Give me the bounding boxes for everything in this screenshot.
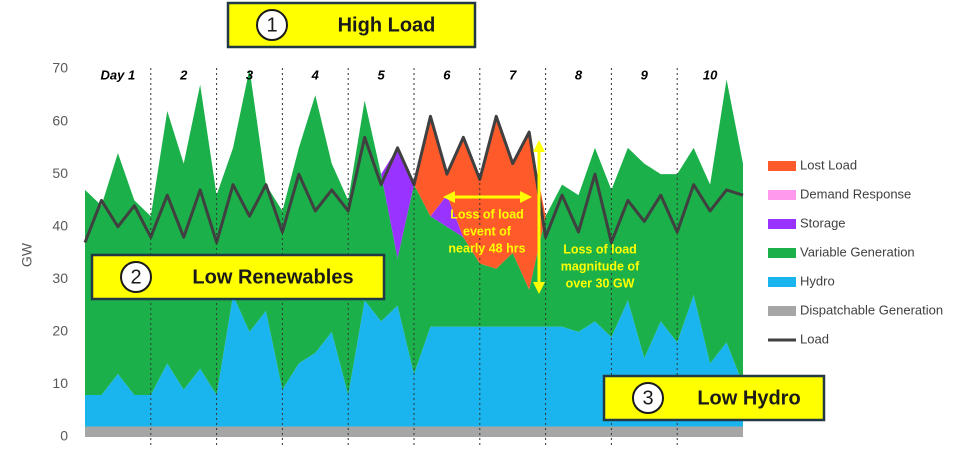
annotation: Loss of load	[563, 242, 637, 256]
legend-label: Load	[800, 331, 829, 346]
day-label: 5	[377, 67, 385, 82]
legend-swatch	[768, 248, 796, 258]
legend-label: Lost Load	[800, 157, 857, 172]
legend-swatch	[768, 277, 796, 287]
y-tick-label: 60	[52, 112, 68, 128]
annotation: Loss of load	[450, 207, 524, 221]
y-tick-label: 40	[52, 217, 68, 233]
day-label: 9	[641, 67, 649, 82]
legend-swatch	[768, 306, 796, 316]
y-tick-label: 30	[52, 270, 68, 286]
day-label: 10	[703, 67, 718, 82]
legend-swatch	[768, 190, 796, 200]
day-label: 6	[443, 67, 451, 82]
y-tick-label: 0	[60, 428, 68, 444]
legend-swatch	[768, 161, 796, 171]
callout-number: 3	[642, 387, 653, 409]
callout-circle	[120, 261, 152, 293]
callout-circle	[632, 382, 664, 414]
plot-area	[83, 69, 744, 437]
legend-label: Hydro	[800, 273, 835, 288]
day-label: 8	[575, 67, 583, 82]
callout-number: 2	[130, 266, 141, 288]
overlay: Day 1 2 3 4 5 6 7 8 9 10 Loss of load event of nearl…	[90, 1, 826, 445]
day-label: 7	[509, 67, 517, 82]
area	[85, 295, 743, 427]
area	[85, 426, 743, 437]
legend-label: Storage	[800, 215, 846, 230]
callout-circle	[256, 9, 288, 41]
callout-label: High Load	[338, 14, 436, 36]
callout-label: Low Renewables	[192, 266, 353, 288]
y-axis-label: GW	[19, 242, 35, 267]
day-label: Day 1	[101, 67, 136, 82]
annotation: event of	[463, 224, 512, 238]
annotation: nearly 48 hrs	[448, 241, 525, 255]
y-tick-label: 50	[52, 165, 68, 181]
y-tick-label: 10	[52, 375, 68, 391]
day-label: 4	[311, 67, 320, 82]
y-tick-label: 70	[52, 60, 68, 76]
legend-label: Demand Response	[800, 186, 911, 201]
day-label: 2	[179, 67, 188, 82]
area	[85, 69, 743, 395]
annotation: magnitude of	[561, 259, 640, 273]
legend-swatch	[768, 219, 796, 229]
callout-number: 1	[266, 14, 277, 36]
legend-label: Dispatchable Generation	[800, 302, 943, 317]
y-tick-label: 20	[52, 323, 68, 339]
annotation: over 30 GW	[566, 276, 635, 290]
legend-label: Variable Generation	[800, 244, 915, 259]
callout-label: Low Hydro	[697, 387, 800, 409]
day-label: 3	[246, 67, 254, 82]
